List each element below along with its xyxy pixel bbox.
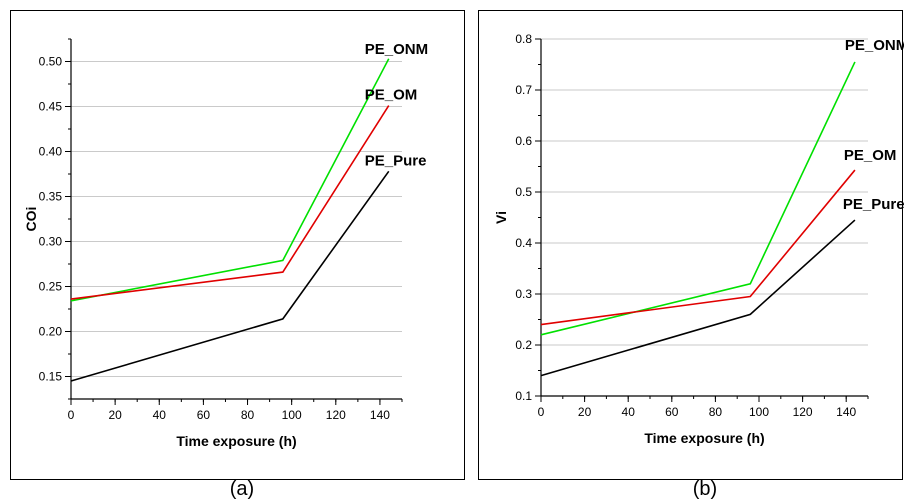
x-tick-label-3: 60 [197, 408, 211, 422]
x-axis-title: Time exposure (h) [176, 433, 296, 449]
x-axis-title: Time exposure (h) [644, 430, 764, 446]
x-tick-label-5: 100 [282, 408, 302, 422]
caption-b: (b) [692, 478, 718, 500]
series-label-PE_OM: PE_OM [365, 87, 418, 104]
y-tick-label-4: 0.5 [515, 185, 532, 199]
x-tick-label-0: 0 [68, 408, 75, 422]
y-tick-label-6: 0.45 [39, 100, 63, 114]
series-line-PE_OM [540, 169, 856, 326]
x-tick-label-1: 20 [578, 405, 592, 419]
y-tick-label-3: 0.30 [39, 235, 63, 249]
y-tick-label-7: 0.8 [515, 32, 532, 46]
y-tick-label-5: 0.40 [39, 145, 63, 159]
series-label-PE_ONM: PE_ONM [845, 37, 904, 54]
y-tick-label-6: 0.7 [515, 83, 532, 97]
y-tick-label-3: 0.4 [515, 236, 532, 250]
y-axis-title: Vi [493, 211, 509, 224]
x-tick-label-1: 20 [108, 408, 122, 422]
chart-a: 0.15 0.20 0.25 0.30 0.35 0.40 0.45 0.50 0 20 40 60 8… [23, 38, 428, 449]
series-label-PE_OM: PE_OM [844, 147, 897, 164]
y-tick-label-2: 0.25 [39, 280, 63, 294]
x-tick-label-4: 80 [241, 408, 255, 422]
x-tick-label-2: 40 [153, 408, 167, 422]
x-tick-label-2: 40 [622, 405, 636, 419]
series-line-PE_Pure [540, 219, 856, 377]
series-label-PE_ONM: PE_ONM [365, 41, 428, 58]
x-tick-label-3: 60 [665, 405, 679, 419]
y-tick-label-5: 0.6 [515, 134, 532, 148]
y-tick-label-0: 0.1 [515, 389, 532, 403]
x-tick-label-0: 0 [538, 405, 545, 419]
series-line-PE_ONM [70, 58, 390, 302]
caption-a: (a) [229, 478, 255, 500]
x-tick-label-6: 120 [326, 408, 346, 422]
y-tick-label-1: 0.2 [515, 338, 532, 352]
y-axis-title: COi [23, 207, 39, 232]
series-label-PE_Pure: PE_Pure [365, 152, 427, 169]
x-tick-label-6: 120 [793, 405, 813, 419]
series-line-PE_Pure [70, 170, 390, 382]
y-tick-label-1: 0.20 [39, 325, 63, 339]
x-tick-label-7: 140 [370, 408, 390, 422]
x-tick-label-4: 80 [709, 405, 723, 419]
y-tick-label-0: 0.15 [39, 370, 63, 384]
x-tick-label-5: 100 [749, 405, 769, 419]
chart-b: 0.1 0.2 0.3 0.4 0.5 0.6 0.7 0.8 0 20 40 60 80 100 120 1… [493, 32, 904, 446]
y-tick-label-2: 0.3 [515, 287, 532, 301]
x-tick-label-7: 140 [836, 405, 856, 419]
y-tick-label-7: 0.50 [39, 55, 63, 69]
series-line-PE_ONM [540, 61, 856, 336]
series-line-PE_OM [70, 105, 390, 300]
series-label-PE_Pure: PE_Pure [843, 196, 904, 213]
chart-panel-b: 0.1 0.2 0.3 0.4 0.5 0.6 0.7 0.8 0 20 40 60 80 100 120 1… [478, 10, 904, 480]
y-tick-label-4: 0.35 [39, 190, 63, 204]
chart-panel-a: 0.15 0.20 0.25 0.30 0.35 0.40 0.45 0.50 0 20 40 60 8… [10, 10, 465, 480]
